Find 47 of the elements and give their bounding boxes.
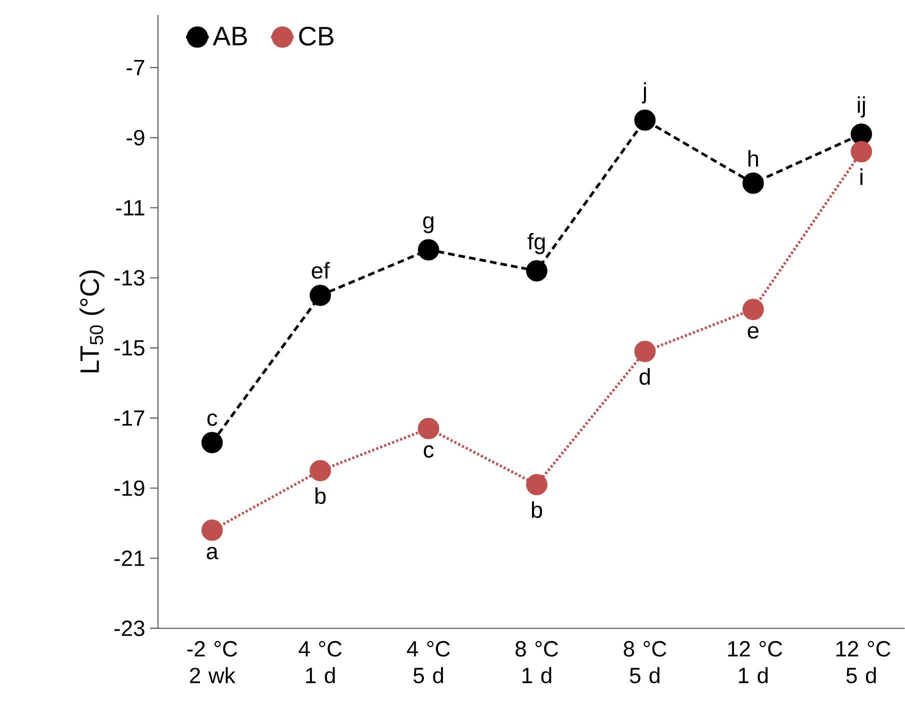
y-tick-label: -11 — [116, 200, 144, 216]
point — [850, 123, 872, 145]
annotation: fg — [528, 233, 545, 254]
annotation: b — [315, 487, 326, 504]
point — [418, 239, 440, 260]
annotation: c — [207, 413, 218, 426]
annotation: b — [532, 501, 542, 518]
annotation: i — [860, 168, 862, 185]
x-tick-label: -2 °C 2 wk — [187, 641, 238, 684]
y-axis-title: LT$_{50}$ (°C) — [79, 270, 104, 372]
annotation: a — [206, 546, 218, 560]
annotation: e — [748, 326, 758, 339]
point — [310, 284, 331, 306]
point — [634, 109, 656, 131]
point — [742, 298, 764, 320]
annotation: d — [640, 368, 650, 385]
x-tick-label: 8 °C 1 d — [516, 641, 558, 684]
point — [742, 172, 764, 194]
y-tick-label: -15 — [114, 340, 144, 356]
x-tick-label: 4 °C 1 d — [298, 641, 342, 684]
annotation: g — [423, 216, 434, 234]
y-tick-label: -19 — [114, 480, 144, 496]
annotation: j — [642, 82, 646, 104]
point — [526, 474, 548, 496]
point — [310, 460, 331, 482]
x-tick-label: 12 °C 1 d — [728, 641, 782, 684]
legend-label: CB — [299, 26, 334, 46]
x-tick-label: 8 °C 5 d — [624, 641, 666, 684]
y-tick-label: -9 — [126, 130, 144, 146]
annotation: h — [748, 150, 758, 167]
x-tick-label: 4 °C 5 d — [406, 641, 450, 684]
x-tick-label: 12 °C 5 d — [836, 641, 890, 684]
y-tick-label: -13 — [114, 270, 144, 286]
annotation: ef — [312, 262, 330, 279]
legend-label: AB — [212, 26, 247, 46]
y-tick-label: -17 — [114, 410, 144, 426]
point — [418, 418, 440, 440]
y-tick-label: -23 — [114, 620, 144, 636]
point — [201, 520, 223, 541]
point — [634, 340, 656, 362]
y-tick-label: -7 — [126, 60, 144, 76]
point — [526, 260, 548, 282]
point — [850, 141, 872, 162]
y-tick-label: -21 — [114, 550, 144, 566]
annotation: c — [424, 445, 434, 458]
point — [201, 432, 223, 454]
annotation: ij — [858, 96, 865, 118]
